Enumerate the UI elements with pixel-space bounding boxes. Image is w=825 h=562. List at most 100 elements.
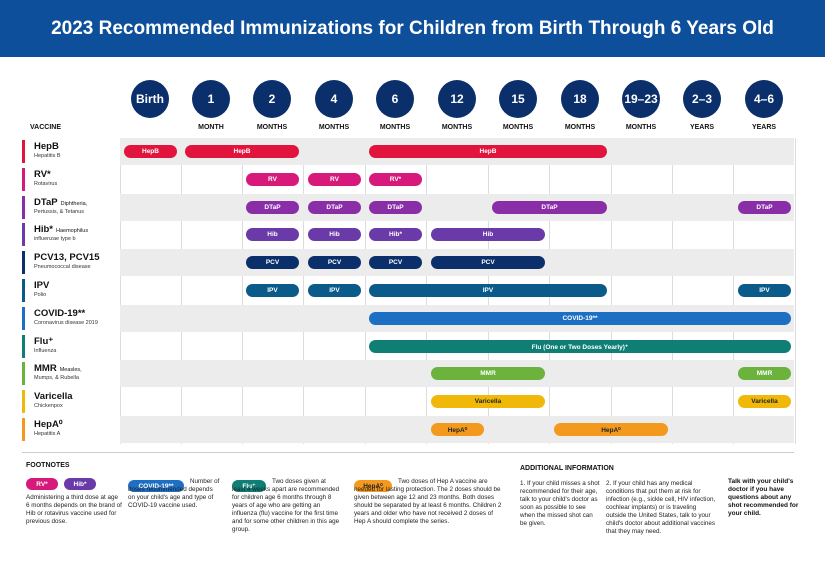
section-divider [22,452,794,453]
vaccine-name-text: COVID-19** [34,307,86,319]
vaccine-description: Chickenpox [34,403,63,410]
age-column: 19–23 MONTHS [611,80,671,131]
vaccine-name-text: Hib* [34,224,53,236]
vaccine-accent [22,167,25,191]
vaccine-accent [22,418,25,441]
vaccine-name: MMR Measles, [34,363,82,374]
grid-line [303,138,304,444]
dose-bar: RV [308,173,361,186]
vaccine-accent [22,195,25,219]
age-column: 2–3 YEARS [672,80,732,131]
vaccine-row: HepA⁰ Hepatitis A [22,416,794,443]
vaccine-accent [22,334,25,358]
footnote-flu-text: Two doses given at least 4 weeks apart a… [232,478,340,533]
grid-line [181,138,182,444]
dose-bar: DTaP [308,201,361,214]
additional-info-3: Talk with your child's doctor if you hav… [728,478,799,517]
vaccine-row: RV* Rotavirus [22,165,794,193]
dose-bar: MMR [431,367,545,380]
age-circle: 4 [315,80,353,118]
vaccine-name: HepA⁰ [34,419,63,430]
vaccine-description: Mumps, & Rubella [34,375,79,382]
vaccine-name-text: Varicella [34,391,73,403]
grid-line [242,138,243,444]
vaccine-name-text: IPV [34,280,50,291]
vaccine-row: IPV Polio [22,277,794,304]
footnotes-title: FOOTNOTES [26,462,70,469]
dose-bar: DTaP [246,201,299,214]
age-column: 4–6 YEARS [734,80,794,131]
vaccine-name: Flu⁺ [34,336,53,347]
vaccine-label: Flu⁺ Influenza [22,332,120,360]
age-circle: 2–3 [683,80,721,118]
dose-bar: RV [246,173,299,186]
vaccine-label: IPV Polio [22,277,120,304]
vaccine-name: DTaP Diphtheria, [34,197,87,208]
vaccine-description: Influenza [34,347,57,354]
dose-bar: IPV [369,284,607,297]
age-column: 6 MONTHS [365,80,425,131]
vaccine-accent [22,223,25,247]
age-circle: 1 [192,80,230,118]
age-unit: MONTH [198,124,224,131]
vaccine-label: HepA⁰ Hepatitis A [22,416,120,443]
dose-bar: COVID-19** [369,312,791,325]
vaccine-name-text: HepB [34,141,59,152]
grid-line [611,138,612,444]
dose-bar: HepB [185,145,299,158]
age-unit: MONTHS [502,124,534,131]
dose-bar: Hib [246,228,299,241]
age-circle: 6 [376,80,414,118]
vaccine-label: PCV13, PCV15 Pneumococcal disease [22,249,120,277]
dose-bar: DTaP [492,201,607,214]
vaccine-name-text: Flu⁺ [34,335,54,347]
age-unit: MONTHS [318,124,350,131]
footnote-hepa-text: Two doses of Hep A vaccine are needed fo… [354,478,502,525]
page-title: 2023 Recommended Immunizations for Child… [0,0,825,57]
dose-bar: Varicella [738,395,791,408]
footnote-rv-hib-text: Administering a third dose at age 6 mont… [26,494,122,525]
grid-line [120,138,121,444]
age-column: 1 MONTH [181,80,241,131]
vaccine-accent [22,362,25,386]
vaccine-label: MMR Measles, Mumps, & Rubella [22,360,120,388]
vaccine-description: Pneumococcal disease [34,264,91,271]
vaccine-row: Flu⁺ Influenza [22,332,794,360]
vaccine-description: Hepatitis A [34,431,61,437]
age-unit: MONTHS [564,124,596,131]
dose-bar: HepB [369,145,607,158]
dose-bar: PCV [431,256,545,269]
footnote-flu-pill: Flu⁺ [232,480,266,492]
grid-line [733,138,734,444]
vaccine-name: RV* [34,169,51,180]
age-unit: MONTHS [625,124,657,131]
vaccine-accent [22,306,25,330]
footnote-covid-text: Number of doses recommended depends on y… [128,478,220,509]
vaccine-row: MMR Measles, Mumps, & Rubella [22,360,794,388]
vaccine-label: RV* Rotavirus [22,165,120,193]
vaccine-name: Hib* Haemophilus [34,224,88,235]
dose-bar: PCV [369,256,422,269]
vaccine-column-header: VACCINE [30,124,61,131]
dose-bar: Hib* [369,228,422,241]
vaccine-name: Varicella [34,391,73,402]
dose-bar: IPV [738,284,791,297]
vaccine-name-text: DTaP [34,196,58,208]
additional-info-title: ADDITIONAL INFORMATION [520,465,614,472]
dose-bar: Flu (One or Two Doses Yearly)⁺ [369,340,791,353]
age-circle: 15 [499,80,537,118]
age-column: 2 MONTHS [242,80,302,131]
vaccine-row: Hib* Haemophilus influenzae type b [22,221,794,249]
vaccine-row: Varicella Chickenpox [22,388,794,416]
dose-bar: HepB [124,145,177,158]
age-column: 18 MONTHS [550,80,610,131]
age-unit: YEARS [751,124,777,131]
dose-bar: HepA⁰ [554,423,668,436]
vaccine-name: HepB [34,141,59,152]
vaccine-label: COVID-19** Coronavirus disease 2019 [22,304,120,332]
footnote-hepa-pill: HepA⁰ [354,480,392,492]
age-column: Birth [120,80,180,124]
dose-bar: Varicella [431,395,545,408]
dose-bar: IPV [308,284,361,297]
vaccine-note: Haemophilus [56,228,89,235]
